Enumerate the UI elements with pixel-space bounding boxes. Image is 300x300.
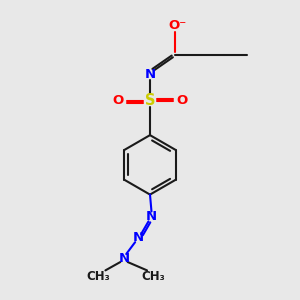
Text: S: S (145, 94, 155, 109)
Text: N: N (133, 231, 144, 244)
Text: N: N (119, 252, 130, 265)
Text: O⁻: O⁻ (169, 19, 187, 32)
Text: O: O (176, 94, 188, 107)
Text: N: N (144, 68, 156, 81)
Text: CH₃: CH₃ (141, 270, 165, 283)
Text: N: N (146, 210, 157, 224)
Text: O: O (112, 94, 124, 107)
Text: CH₃: CH₃ (86, 270, 110, 283)
